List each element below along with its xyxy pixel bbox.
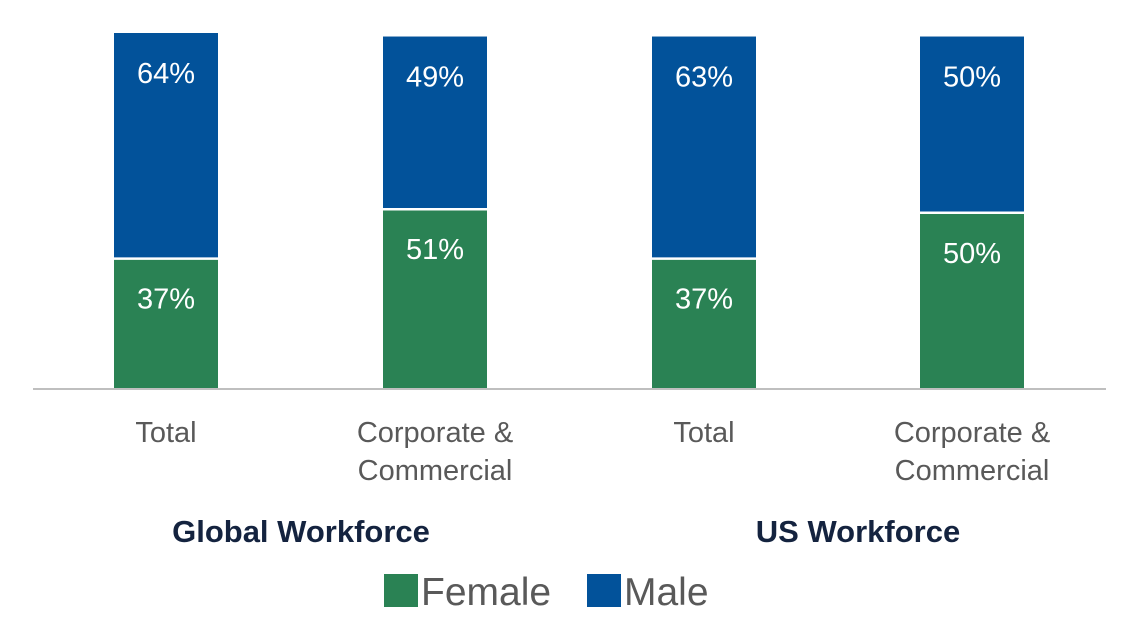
bar-male-3 bbox=[920, 36, 1024, 213]
x-tick-label-1-line-1: Commercial bbox=[358, 455, 513, 487]
data-label-female-0: 37% bbox=[137, 284, 195, 316]
bar-female-3 bbox=[920, 212, 1024, 389]
bar-female-0 bbox=[114, 258, 218, 389]
group-labels: Global Workforce US Workforce bbox=[172, 514, 960, 549]
x-tick-labels: Total Corporate & Commercial Total Corporate… bbox=[135, 417, 1050, 487]
data-label-male-1: 49% bbox=[406, 62, 464, 94]
data-label-male-0: 64% bbox=[137, 58, 195, 90]
legend-label-female: Female bbox=[421, 571, 551, 614]
bar-male-1 bbox=[383, 36, 487, 210]
bar-male-0 bbox=[114, 33, 218, 259]
group-label-0: Global Workforce bbox=[172, 514, 430, 549]
x-tick-label-1-line-0: Corporate & bbox=[357, 417, 513, 449]
legend: Female Male bbox=[384, 571, 709, 614]
data-label-female-2: 37% bbox=[675, 284, 733, 316]
legend-swatch-male bbox=[587, 574, 621, 607]
x-tick-label-3-line-0: Corporate & bbox=[894, 417, 1050, 449]
bar-female-2 bbox=[652, 258, 756, 389]
legend-label-male: Male bbox=[624, 571, 709, 614]
bar-female-1 bbox=[383, 209, 487, 389]
bars-layer: 37% 64% 51% 49% 37% 63% 50% 50% bbox=[114, 33, 1024, 389]
data-label-male-3: 50% bbox=[943, 62, 1001, 94]
group-label-1: US Workforce bbox=[756, 514, 960, 549]
data-label-female-1: 51% bbox=[406, 234, 464, 266]
x-tick-label-0-line-0: Total bbox=[135, 417, 196, 449]
x-tick-label-3-line-1: Commercial bbox=[895, 455, 1050, 487]
legend-swatch-female bbox=[384, 574, 418, 607]
bar-male-2 bbox=[652, 36, 756, 259]
data-label-female-3: 50% bbox=[943, 238, 1001, 270]
x-tick-label-2-line-0: Total bbox=[673, 417, 734, 449]
data-label-male-2: 63% bbox=[675, 62, 733, 94]
